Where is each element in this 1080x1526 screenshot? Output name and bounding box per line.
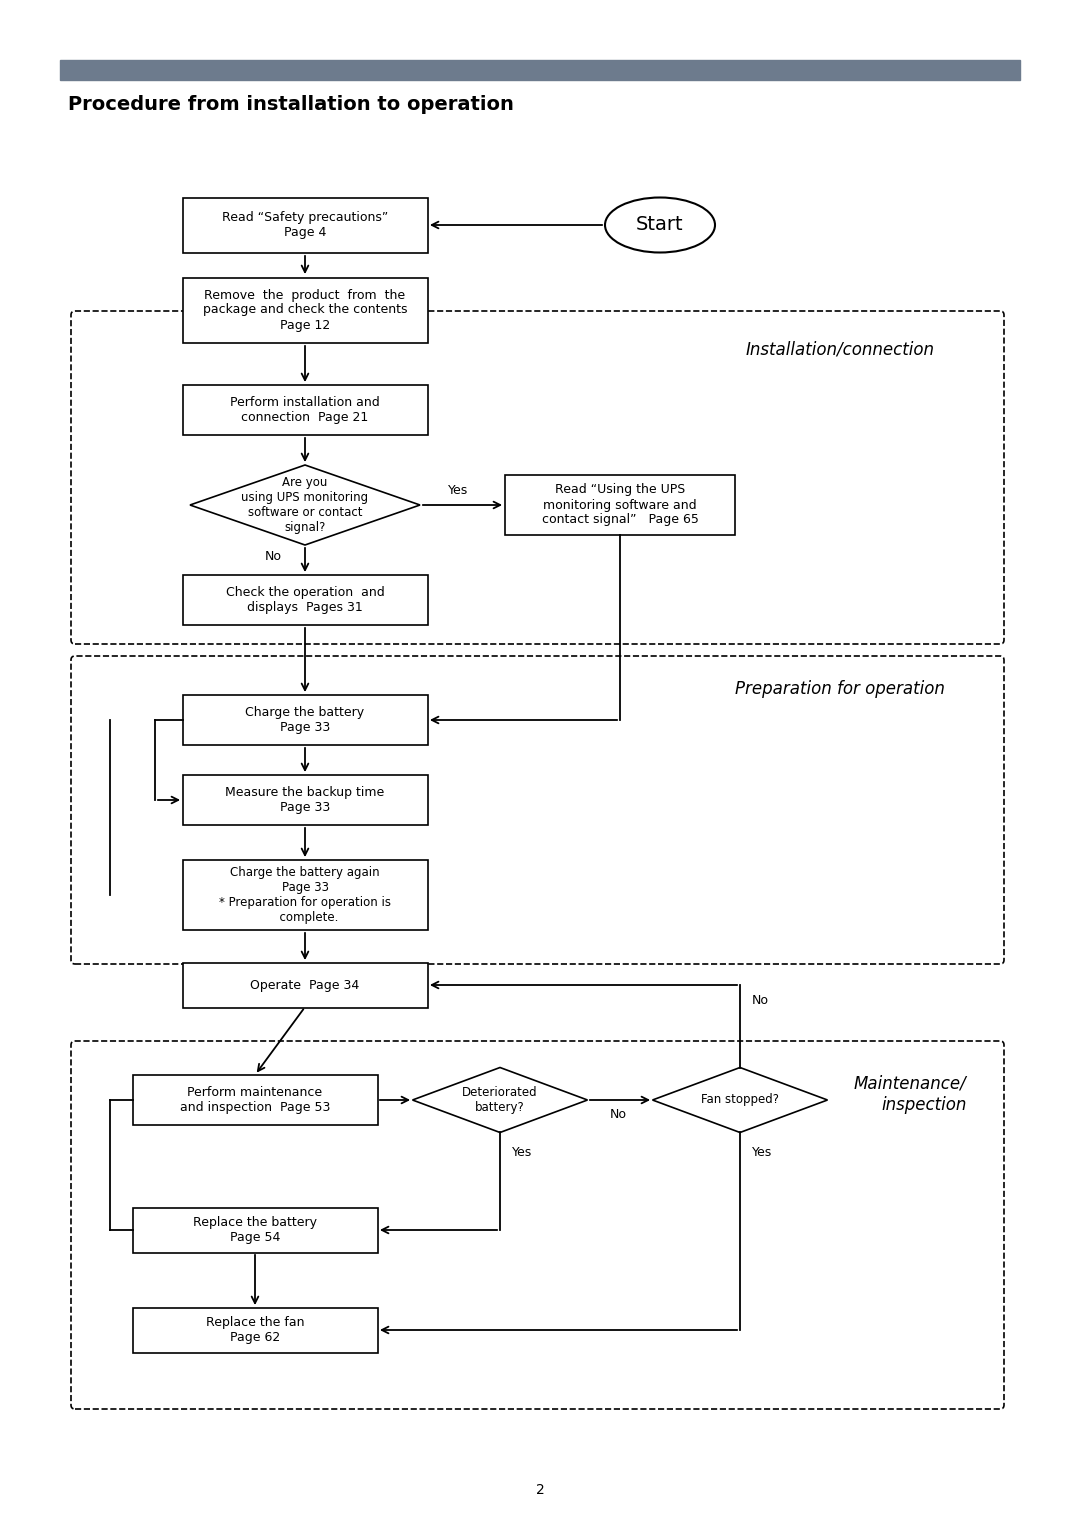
Text: Preparation for operation: Preparation for operation (735, 681, 945, 697)
Text: Yes: Yes (752, 1146, 772, 1158)
Text: Perform installation and
connection  Page 21: Perform installation and connection Page… (230, 397, 380, 424)
Text: Installation/connection: Installation/connection (745, 340, 934, 359)
Text: Yes: Yes (448, 484, 469, 497)
Text: No: No (265, 551, 282, 563)
Text: Operate  Page 34: Operate Page 34 (251, 978, 360, 992)
Bar (183, 575, 428, 626)
Bar (183, 775, 428, 826)
Bar (133, 1074, 378, 1125)
Text: Remove  the  product  from  the
package and check the contents
Page 12: Remove the product from the package and … (203, 288, 407, 331)
Text: Perform maintenance
and inspection  Page 53: Perform maintenance and inspection Page … (179, 1087, 330, 1114)
Text: Measure the backup time
Page 33: Measure the backup time Page 33 (226, 786, 384, 813)
Polygon shape (190, 465, 420, 545)
Bar (60, 60, 1020, 79)
Text: Read “Safety precautions”
Page 4: Read “Safety precautions” Page 4 (221, 211, 388, 240)
Polygon shape (652, 1068, 827, 1132)
Text: Replace the fan
Page 62: Replace the fan Page 62 (206, 1315, 305, 1344)
Bar (133, 1308, 378, 1352)
Bar (183, 385, 428, 435)
Text: No: No (610, 1108, 627, 1120)
Text: Maintenance/
inspection: Maintenance/ inspection (853, 1074, 967, 1114)
Text: Check the operation  and
displays  Pages 31: Check the operation and displays Pages 3… (226, 586, 384, 613)
Bar (183, 963, 428, 1007)
Text: Are you
using UPS monitoring
software or contact
signal?: Are you using UPS monitoring software or… (242, 476, 368, 534)
Text: Start: Start (636, 215, 684, 235)
Bar (183, 694, 428, 745)
Ellipse shape (605, 197, 715, 252)
Bar (183, 861, 428, 929)
Text: 2: 2 (536, 1483, 544, 1497)
Text: Yes: Yes (512, 1146, 532, 1158)
Bar (505, 475, 735, 536)
Text: Fan stopped?: Fan stopped? (701, 1094, 779, 1106)
Bar (183, 278, 428, 342)
Bar (183, 197, 428, 252)
Text: Replace the battery
Page 54: Replace the battery Page 54 (193, 1216, 318, 1244)
Bar (133, 1207, 378, 1253)
Text: Charge the battery
Page 33: Charge the battery Page 33 (245, 707, 365, 734)
Text: Procedure from installation to operation: Procedure from installation to operation (68, 96, 514, 114)
Polygon shape (413, 1068, 588, 1132)
Text: Charge the battery again
Page 33
* Preparation for operation is
  complete.: Charge the battery again Page 33 * Prepa… (219, 865, 391, 925)
Text: No: No (752, 993, 769, 1007)
Text: Read “Using the UPS
monitoring software and
contact signal”   Page 65: Read “Using the UPS monitoring software … (541, 484, 699, 526)
Text: Deteriorated
battery?: Deteriorated battery? (462, 1087, 538, 1114)
